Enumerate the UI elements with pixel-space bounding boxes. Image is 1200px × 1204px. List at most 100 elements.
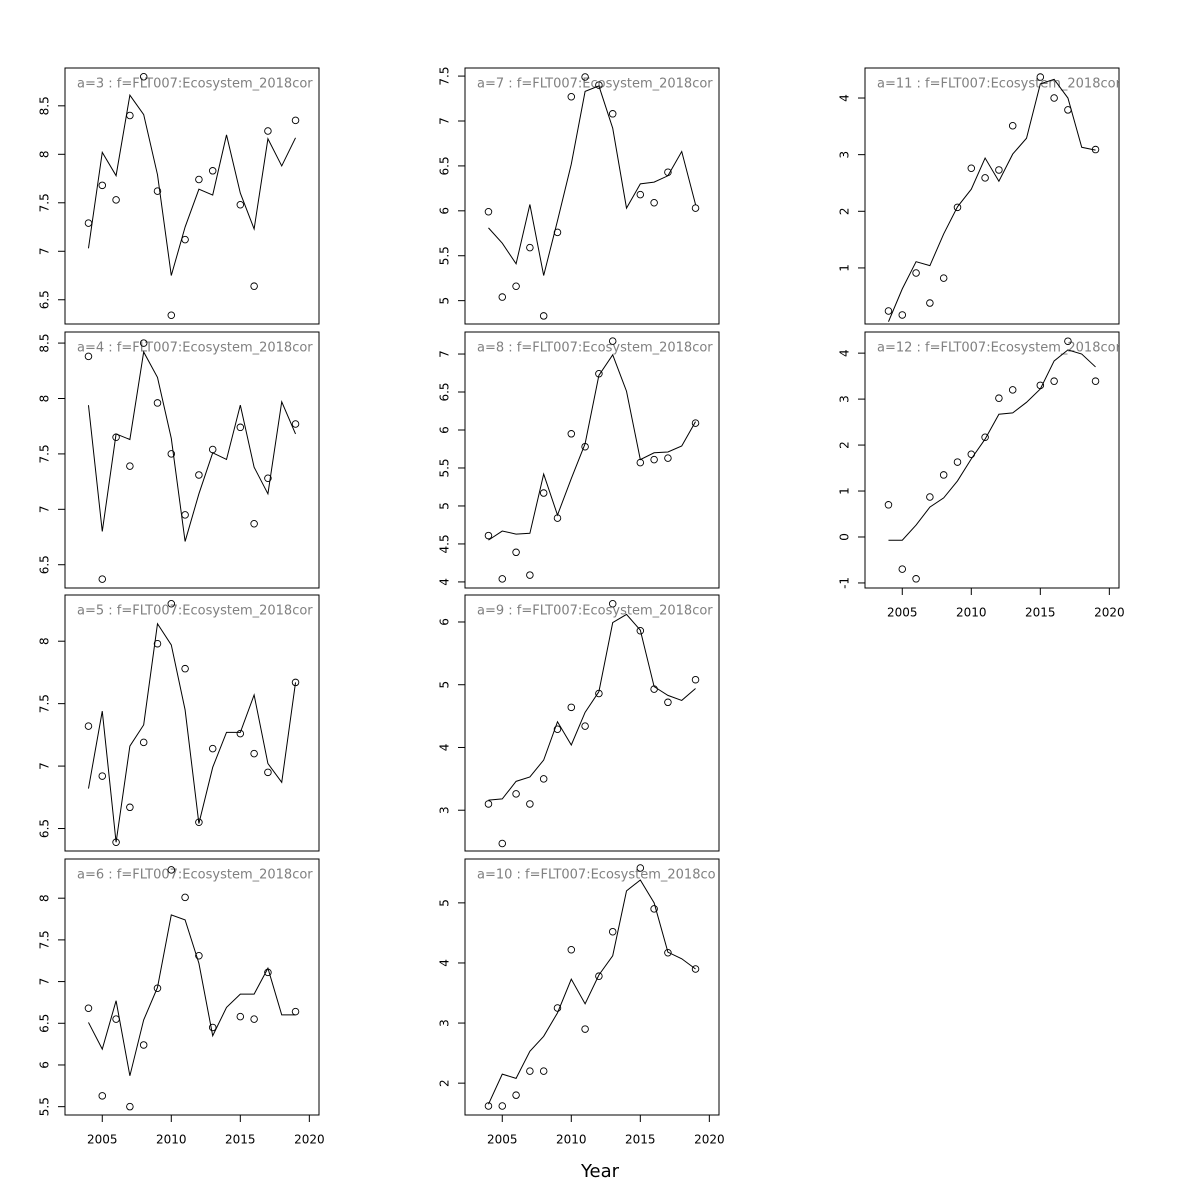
- data-point: [636, 458, 645, 467]
- fitted-line: [488, 613, 696, 801]
- data-point: [84, 219, 93, 227]
- data-point: [595, 81, 603, 89]
- data-point: [636, 864, 645, 872]
- data-point: [953, 458, 962, 466]
- data-point: [84, 352, 93, 361]
- data-point: [581, 73, 589, 81]
- data-point: [126, 803, 134, 812]
- x-tick-label: 2010: [156, 1133, 187, 1147]
- x-tick-label: 2005: [87, 1133, 118, 1147]
- data-point: [981, 433, 989, 441]
- data-point: [664, 454, 672, 462]
- data-point: [498, 293, 507, 301]
- data-point: [608, 337, 617, 345]
- data-point: [153, 399, 162, 407]
- data-point: [250, 519, 258, 528]
- panel: a=10 : f=FLT007:Ecosystem_2018co 2 3 4 5 2005…: [438, 858, 725, 1147]
- data-point: [181, 235, 189, 244]
- data-point: [664, 948, 672, 957]
- y-tick-label: 4.5: [438, 534, 452, 553]
- data-point: [167, 599, 176, 608]
- fitted-line: [87, 93, 296, 276]
- y-tick-label: 5: [438, 899, 452, 907]
- y-tick-label: 4: [438, 578, 452, 586]
- y-tick-label: 6: [438, 618, 452, 626]
- data-point: [139, 738, 148, 747]
- y-tick-label: 7.5: [38, 930, 52, 949]
- data-point: [484, 800, 493, 808]
- y-tick-label: 7.5: [38, 193, 52, 212]
- data-point: [208, 744, 217, 753]
- data-point: [526, 1067, 534, 1075]
- data-point: [526, 243, 534, 252]
- data-point: [195, 951, 203, 960]
- data-point: [526, 800, 534, 808]
- data-point: [926, 299, 934, 307]
- y-tick-label: 0: [838, 533, 852, 541]
- data-point: [264, 768, 272, 777]
- data-point: [912, 575, 920, 583]
- data-point: [995, 394, 1003, 402]
- y-tick-label: 8: [38, 395, 52, 403]
- data-point: [512, 282, 520, 291]
- panel-title: a=9 : f=FLT007:Ecosystem_2018cor: [477, 604, 713, 619]
- y-tick-label: 8.5: [38, 334, 52, 353]
- x-tick-label: 2010: [956, 606, 987, 620]
- data-point: [636, 627, 645, 635]
- data-point: [498, 1102, 507, 1110]
- panel: a=6 : f=FLT007:Ecosystem_2018cor 5.5 6 6.5 7…: [38, 858, 325, 1147]
- x-tick-label: 2015: [625, 1133, 656, 1147]
- y-tick-label: 6: [438, 207, 452, 215]
- data-point: [884, 501, 893, 509]
- data-point: [608, 927, 617, 936]
- data-point: [498, 839, 507, 848]
- data-point: [126, 462, 134, 470]
- y-tick-label: 2: [838, 207, 852, 215]
- y-tick-label: 5.5: [438, 458, 452, 477]
- data-point: [539, 1067, 548, 1075]
- data-point: [250, 282, 258, 290]
- x-tick-label: 2020: [1094, 606, 1125, 620]
- y-tick-label: 6: [38, 1061, 52, 1069]
- data-point: [691, 204, 700, 212]
- data-point: [208, 1023, 217, 1032]
- x-tick-label: 2010: [556, 1133, 587, 1147]
- y-tick-label: 4: [438, 959, 452, 967]
- data-point: [912, 269, 920, 277]
- data-point: [581, 1025, 589, 1033]
- data-point: [98, 772, 107, 780]
- data-point: [884, 307, 893, 315]
- y-tick-label: 7.5: [38, 444, 52, 463]
- data-point: [608, 600, 617, 608]
- data-point: [939, 471, 948, 479]
- y-tick-label: 1: [838, 487, 852, 495]
- data-point: [195, 818, 203, 827]
- data-point: [650, 198, 658, 207]
- y-tick-label: 3: [438, 1019, 452, 1027]
- panel-title: a=5 : f=FLT007:Ecosystem_2018cor: [77, 604, 313, 619]
- plot-frame: [864, 331, 1120, 589]
- panel: a=7 : f=FLT007:Ecosystem_2018cor 5 5.5 6 6.5…: [438, 67, 720, 325]
- data-point: [608, 110, 617, 118]
- y-tick-label: 4: [838, 349, 852, 357]
- x-tick-label: 2020: [694, 1133, 725, 1147]
- y-tick-label: 2: [438, 1079, 452, 1087]
- y-tick-label: 1: [838, 264, 852, 272]
- y-tick-label: 8.5: [38, 96, 52, 115]
- data-point: [1036, 73, 1045, 81]
- fitted-line: [488, 879, 696, 1105]
- data-point: [664, 698, 672, 707]
- y-tick-label: 6.5: [438, 156, 452, 175]
- y-tick-label: 5: [438, 502, 452, 510]
- data-point: [567, 703, 576, 712]
- data-point: [498, 575, 507, 583]
- data-point: [250, 1015, 258, 1023]
- data-point: [112, 196, 120, 204]
- data-point: [484, 1102, 493, 1110]
- panel-title: a=11 : f=FLT007:Ecosystem_2018cor: [877, 77, 1122, 92]
- fitted-line: [488, 353, 696, 541]
- data-point: [484, 207, 493, 216]
- panel: a=3 : f=FLT007:Ecosystem_2018cor 6.5 7 7.5 8…: [38, 67, 320, 325]
- x-tick-label: 2005: [487, 1133, 518, 1147]
- data-point: [181, 893, 189, 902]
